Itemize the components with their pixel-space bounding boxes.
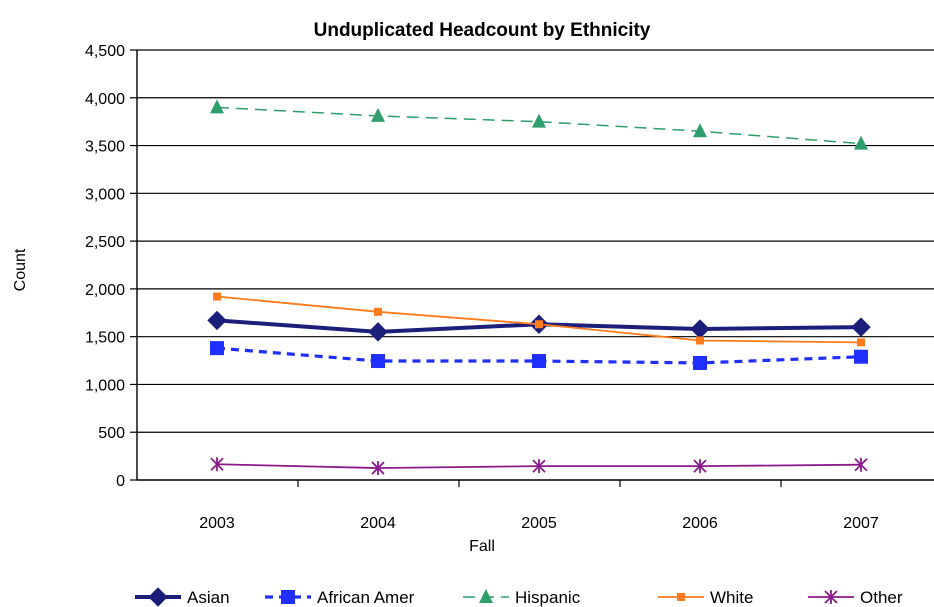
y-axis-label: Count (12, 248, 29, 291)
y-tick-label: 1,500 (85, 330, 125, 347)
legend-item-hispanic: Hispanic (463, 588, 581, 607)
gridlines (130, 49, 934, 481)
x-tick-labels: 2003 2004 2005 2006 2007 (199, 515, 879, 532)
data-point-african-amer (854, 349, 868, 364)
data-point-hispanic (371, 107, 385, 122)
data-point-white (857, 338, 865, 347)
legend-label: White (710, 588, 753, 607)
legend-label: African Amer (317, 588, 415, 607)
data-point-asian (690, 319, 710, 339)
data-point-other (693, 459, 707, 474)
data-point-white (374, 307, 382, 316)
data-point-african-amer (693, 355, 707, 370)
legend-marker (479, 589, 493, 603)
x-axis-label: Fall (469, 538, 495, 555)
data-point-white (213, 292, 221, 301)
data-point-hispanic (693, 123, 707, 138)
data-point-asian (207, 310, 227, 331)
legend-label: Hispanic (515, 588, 581, 607)
legend-marker (677, 593, 685, 601)
y-tick-label: 500 (98, 425, 125, 442)
legend-item-african-amer: African Amer (265, 588, 415, 607)
legend-marker (148, 587, 168, 607)
legend-item-white: White (658, 588, 753, 607)
data-point-hispanic (210, 99, 224, 114)
y-tick-label: 1,000 (85, 377, 125, 394)
data-point-african-amer (371, 354, 385, 369)
x-tick-label: 2007 (843, 515, 879, 532)
x-tick-label: 2004 (360, 515, 396, 532)
series-white (213, 292, 865, 347)
data-point-white (535, 320, 543, 329)
legend-marker (824, 590, 838, 604)
x-tick-label: 2006 (682, 515, 718, 532)
series-layer (207, 99, 871, 476)
legend-item-asian: Asian (135, 587, 230, 607)
chart-title: Unduplicated Headcount by Ethnicity (314, 20, 651, 41)
data-point-white (696, 336, 704, 345)
axes (136, 50, 934, 487)
data-point-hispanic (532, 113, 546, 128)
data-point-asian (368, 322, 388, 342)
data-point-other (532, 459, 546, 474)
x-tick-label: 2005 (521, 515, 557, 532)
data-point-african-amer (532, 354, 546, 369)
legend: Asian African Amer Hispanic White Other (135, 587, 903, 607)
y-tick-label: 2,000 (85, 282, 125, 299)
y-tick-label: 0 (116, 473, 125, 490)
data-point-other (210, 457, 224, 472)
legend-marker (281, 590, 295, 604)
legend-label: Other (860, 588, 903, 607)
data-point-african-amer (210, 341, 224, 356)
y-tick-labels: 0 500 1,000 1,500 2,000 2,500 3,000 3,500 4,000 4… (85, 43, 125, 490)
y-tick-label: 2,500 (85, 234, 125, 251)
legend-label: Asian (187, 588, 230, 607)
data-point-asian (851, 317, 871, 337)
y-tick-label: 3,000 (85, 186, 125, 203)
y-tick-label: 3,500 (85, 139, 125, 156)
series-hispanic (210, 99, 868, 150)
x-tick-label: 2003 (199, 515, 235, 532)
y-tick-label: 4,000 (85, 91, 125, 108)
data-point-other (854, 457, 868, 472)
y-tick-label: 4,500 (85, 43, 125, 60)
legend-item-other: Other (808, 588, 903, 607)
series-line-hispanic (216, 106, 862, 145)
data-point-hispanic (854, 135, 868, 150)
data-point-other (371, 461, 385, 476)
series-other (210, 457, 868, 476)
series-african-amer (210, 341, 868, 370)
